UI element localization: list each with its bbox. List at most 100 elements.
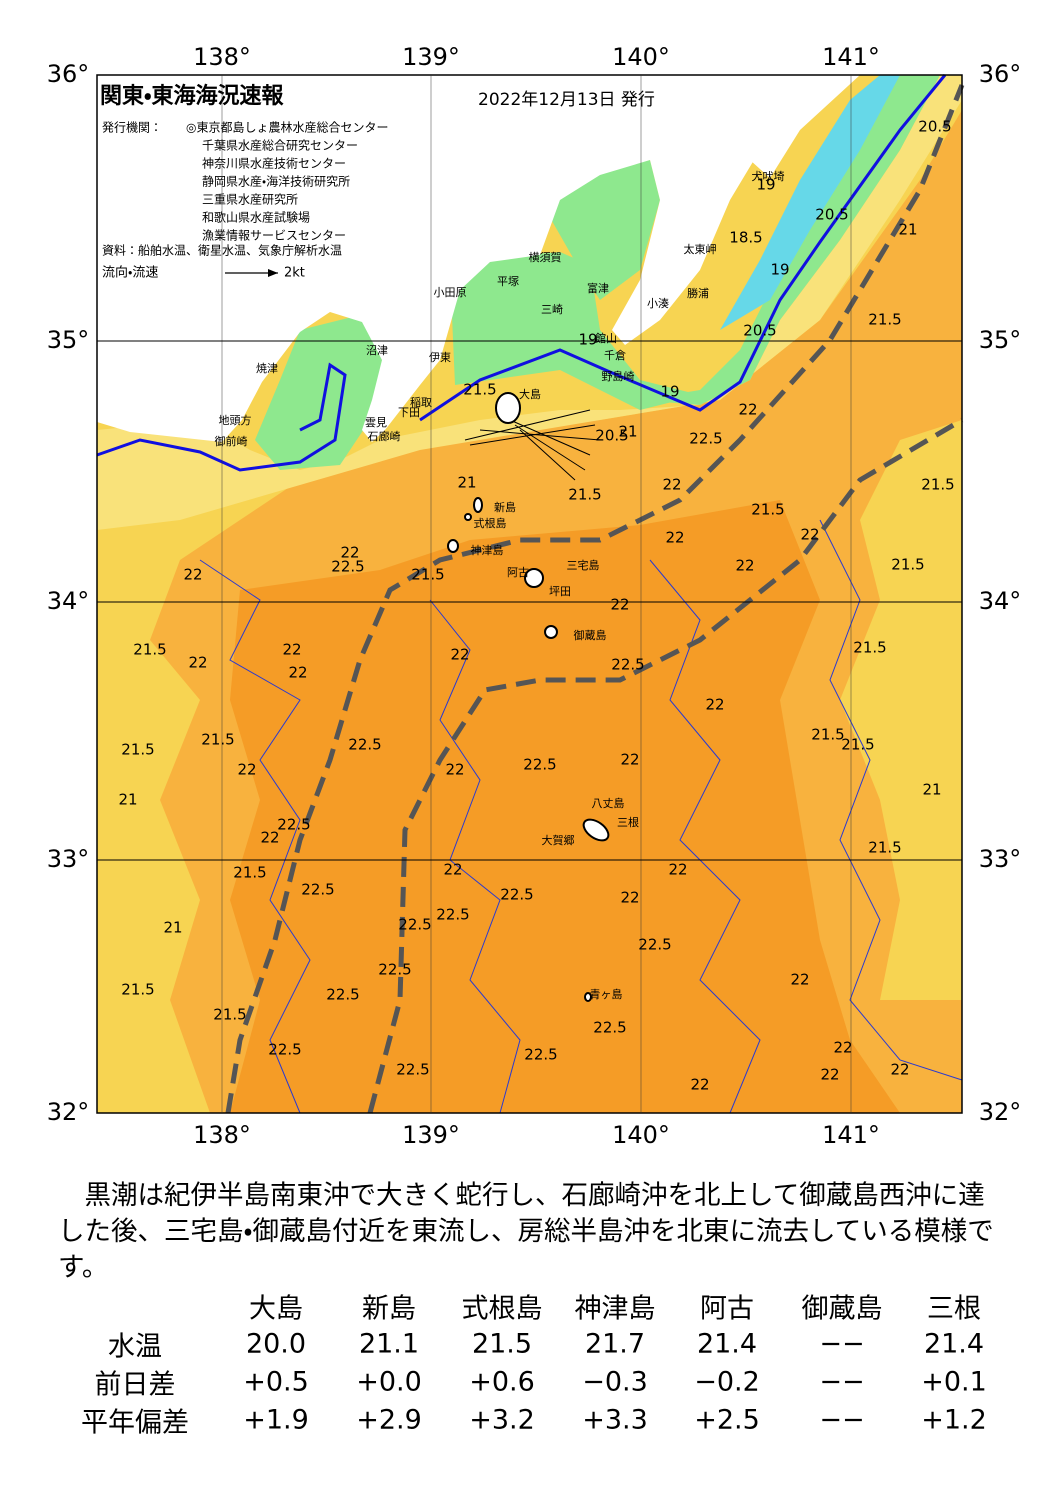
- kuroshio-line: [225, 84, 965, 1114]
- place-name: 神津島: [471, 543, 504, 557]
- contour-label: 22: [665, 529, 684, 547]
- lon-label: 138°: [193, 43, 251, 71]
- table-cell: −−: [819, 1366, 865, 1398]
- issuer-name: 静岡県水産・海洋技術研究所: [202, 174, 350, 189]
- contour-label: 22.5: [331, 558, 364, 576]
- contour-label: 22.5: [638, 936, 671, 954]
- contour-label: 22.5: [689, 430, 722, 448]
- current-arrow: [464, 409, 591, 441]
- contour-label: 22: [833, 1039, 852, 1057]
- contour-label: 20.5: [918, 118, 951, 136]
- table-cell: 21.4: [696, 1328, 758, 1360]
- island: [524, 568, 544, 588]
- place-name: 三根: [617, 816, 639, 829]
- contour-label: 21: [457, 474, 476, 492]
- contour-label: 21.5: [921, 476, 954, 494]
- place-name: 坪田: [549, 585, 571, 598]
- contour-label: 22: [443, 861, 462, 879]
- table-cell: +0.0: [356, 1366, 422, 1398]
- contour-label: 21.5: [891, 556, 924, 574]
- contour-label: 21.5: [841, 736, 874, 754]
- place-name: 大賀郷: [542, 833, 575, 847]
- contour-label: 20.5: [743, 322, 776, 340]
- place-name: 御前崎: [215, 434, 248, 448]
- contour-label: 19: [660, 383, 679, 401]
- legend-label: 流向・流速: [102, 265, 158, 281]
- contour-label: 22: [183, 566, 202, 584]
- table-cell: +3.3: [582, 1404, 648, 1436]
- table-cell: −0.2: [694, 1366, 760, 1398]
- column-header: 阿古: [700, 1293, 754, 1325]
- contour-label: 19: [770, 261, 789, 279]
- contour-label: 22: [288, 664, 307, 682]
- summary-text: 黒潮は紀伊半島南東沖で大きく蛇行し、石廊崎沖を北上して御蔵島西沖に達した後、三宅…: [58, 1180, 994, 1283]
- contour-label: 22.5: [378, 961, 411, 979]
- lon-label: 139°: [402, 1121, 460, 1149]
- lat-label: 32°: [47, 1098, 90, 1126]
- island: [582, 818, 610, 842]
- contour-label: 22: [445, 761, 464, 779]
- place-name: 太東岬: [684, 242, 717, 256]
- place-name: 新島: [494, 500, 516, 514]
- current-arrow: [519, 429, 576, 481]
- current-arrow: [469, 424, 596, 446]
- place-name: 青ヶ島: [590, 987, 623, 1001]
- contour-label: 22.5: [301, 881, 334, 899]
- contour-label: 21: [922, 781, 941, 799]
- contour-label: 22.5: [268, 1041, 301, 1059]
- contour-label: 19: [578, 331, 597, 349]
- island: [447, 539, 459, 553]
- contour-label: 21: [118, 791, 137, 809]
- land: [97, 75, 720, 442]
- lon-label: 140°: [612, 43, 670, 71]
- current-arrow: [479, 429, 601, 441]
- contour-label: 21.5: [463, 381, 496, 399]
- place-name: 小田原: [434, 286, 467, 299]
- contour-label: 22: [800, 526, 819, 544]
- lon-label: 138°: [193, 1121, 251, 1149]
- lon-label: 140°: [612, 1121, 670, 1149]
- issuer-name: 漁業情報サービスセンター: [202, 229, 346, 243]
- contour-label: 22.5: [611, 656, 644, 674]
- map-frame: [96, 74, 963, 1114]
- contour-label: 22: [735, 557, 754, 575]
- contour-label: 22: [738, 401, 757, 419]
- table-cell: 21.5: [471, 1328, 533, 1360]
- contour-label: 22: [662, 476, 681, 494]
- contour-label: 21.5: [213, 1006, 246, 1024]
- lat-label: 35°: [979, 326, 1022, 354]
- sea-green: [640, 75, 940, 405]
- lon-label: 141°: [822, 1121, 880, 1149]
- island: [584, 992, 592, 1002]
- contour-label: 20.5: [815, 206, 848, 224]
- contour-label: 21.5: [201, 731, 234, 749]
- table-cell: +0.6: [469, 1366, 535, 1398]
- land: [612, 75, 760, 345]
- contour-label: 19: [756, 176, 775, 194]
- contour-label: 22: [820, 1066, 839, 1084]
- sea-cyan: [720, 75, 900, 330]
- table-cell: +0.1: [921, 1366, 987, 1398]
- contour-label: 22.5: [348, 736, 381, 754]
- contour-label: 21.5: [853, 639, 886, 657]
- sea-green: [540, 160, 660, 300]
- contour-label: 22: [237, 761, 256, 779]
- contour-label: 22: [620, 751, 639, 769]
- place-name: 式根島: [474, 516, 507, 530]
- place-name: 阿古: [507, 566, 529, 579]
- sea-pale-yellow: [97, 75, 962, 530]
- map-title: 関東・東海海況速報: [100, 83, 284, 109]
- place-name: 富津: [587, 282, 609, 295]
- place-name: 小湊: [647, 296, 669, 310]
- table-cell: +1.2: [921, 1404, 987, 1436]
- sea-orange: [230, 500, 900, 1113]
- column-header: 御蔵島: [801, 1293, 883, 1325]
- place-name: 館山: [595, 332, 617, 345]
- table-cell: +1.9: [243, 1404, 309, 1436]
- contour-label: 21.5: [568, 486, 601, 504]
- place-name: 犬吠埼: [752, 169, 785, 183]
- contour-label: 22: [610, 596, 629, 614]
- table-cell: +2.9: [356, 1404, 422, 1436]
- contour-line: [199, 559, 311, 1114]
